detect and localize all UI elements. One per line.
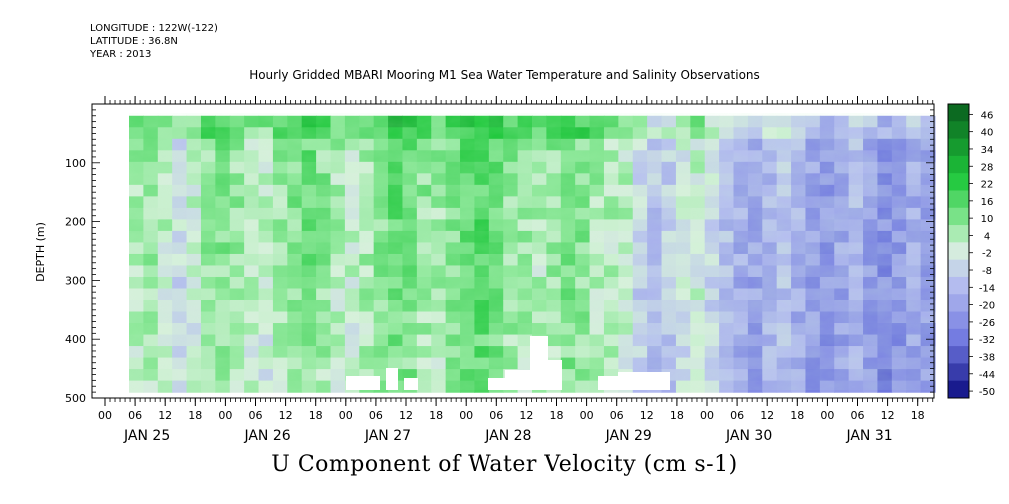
x-tick-label: 12 [881, 409, 895, 422]
x-day-label: JAN 29 [605, 428, 652, 444]
y-axis-label: DEPTH (m) [34, 222, 47, 282]
colorbar-label: -8 [982, 266, 992, 277]
colorbar-label: -14 [979, 283, 995, 294]
x-tick-label: 18 [429, 409, 443, 422]
x-tick-label: 00 [218, 409, 232, 422]
colorbar-segment [948, 190, 969, 209]
missing-data-patch [618, 372, 670, 390]
colorbar-segment [948, 311, 969, 330]
x-tick-label: 18 [550, 409, 564, 422]
x-tick-label: 12 [399, 409, 413, 422]
y-tick-label: 200 [65, 216, 86, 229]
missing-data-patch [530, 336, 548, 390]
colorbar-segment [948, 138, 969, 157]
x-tick-label: 00 [700, 409, 714, 422]
colorbar-segment [948, 155, 969, 174]
x-tick-label: 18 [670, 409, 684, 422]
colorbar-segment [948, 225, 969, 243]
colorbar-label: -26 [979, 318, 995, 329]
x-day-label: JAN 26 [243, 428, 290, 444]
missing-data-patch [404, 378, 418, 390]
colorbar-label: -20 [979, 301, 995, 312]
colorbar-label: 22 [981, 180, 994, 191]
y-tick-label: 500 [65, 392, 86, 405]
colorbar-label: 10 [981, 214, 994, 225]
colorbar-segment [948, 173, 969, 191]
colorbar-label: 16 [981, 197, 994, 208]
colorbar-segment [948, 276, 969, 295]
missing-data-mask [346, 336, 670, 390]
x-tick-label: 00 [459, 409, 473, 422]
x-day-label: JAN 31 [845, 428, 892, 444]
colorbar-label: -2 [982, 249, 992, 260]
colorbar-label: -32 [979, 335, 995, 346]
x-tick-label: 00 [820, 409, 834, 422]
y-tick-label: 100 [65, 157, 86, 170]
colorbar-label: 46 [981, 110, 994, 121]
x-tick-label: 12 [760, 409, 774, 422]
x-tick-label: 12 [519, 409, 533, 422]
x-tick-label: 06 [249, 409, 263, 422]
x-day-label: JAN 25 [123, 428, 170, 444]
colorbar-segment [948, 121, 969, 139]
colorbar: 46 40 34 28 22 16 10 4 -2 -8 -14 -20 -26 -32 -38 -44 -50 [947, 103, 995, 399]
colorbar-segment [948, 207, 969, 226]
x-tick-label: 12 [158, 409, 172, 422]
colorbar-segment [948, 242, 969, 261]
x-tick-label: 06 [489, 409, 503, 422]
colorbar-segment [948, 380, 969, 399]
x-tick-label: 06 [851, 409, 865, 422]
colorbar-label: 28 [981, 162, 994, 173]
x-tick-label: 18 [911, 409, 925, 422]
missing-data-patch [386, 368, 398, 390]
x-day-label: JAN 28 [484, 428, 531, 444]
x-tick-label: 18 [309, 409, 323, 422]
x-tick-label: 06 [730, 409, 744, 422]
x-tick-label: 00 [339, 409, 353, 422]
y-tick-label: 300 [65, 274, 86, 287]
x-tick-label: 18 [790, 409, 804, 422]
x-day-label: JAN 27 [364, 428, 411, 444]
x-tick-label: 06 [610, 409, 624, 422]
x-tick-label: 06 [128, 409, 142, 422]
colorbar-label: -50 [979, 387, 995, 398]
colorbar-segment [948, 294, 969, 312]
x-tick-label: 00 [98, 409, 112, 422]
missing-data-patch [346, 376, 380, 390]
colorbar-segment [948, 363, 969, 382]
x-day-label: JAN 30 [725, 428, 772, 444]
variable-label: U Component of Water Velocity (cm s-1) [271, 452, 738, 477]
y-tick-label: 400 [65, 333, 86, 346]
metadata-block: LONGITUDE : 122W(-122) LATITUDE : 36.8N … [90, 22, 218, 61]
x-tick-label: 06 [369, 409, 383, 422]
colorbar-label: -44 [979, 370, 995, 381]
x-tick-label: 00 [580, 409, 594, 422]
longitude-label: LONGITUDE : 122W(-122) [90, 23, 218, 34]
x-tick-label: 12 [279, 409, 293, 422]
colorbar-segment [948, 328, 969, 347]
colorbar-segment [948, 259, 969, 278]
colorbar-label: 40 [981, 128, 994, 139]
latitude-label: LATITUDE : 36.8N [90, 36, 178, 47]
colorbar-segment [948, 346, 969, 364]
chart-title: Hourly Gridded MBARI Mooring M1 Sea Wate… [249, 68, 760, 82]
x-tick-label: 18 [188, 409, 202, 422]
missing-data-patch [548, 360, 562, 390]
colorbar-label: -38 [979, 352, 995, 363]
year-label: YEAR : 2013 [90, 49, 152, 60]
x-tick-label: 12 [640, 409, 654, 422]
colorbar-label: 4 [984, 231, 990, 242]
colorbar-label: 34 [981, 145, 994, 156]
colorbar-segment [948, 104, 969, 122]
